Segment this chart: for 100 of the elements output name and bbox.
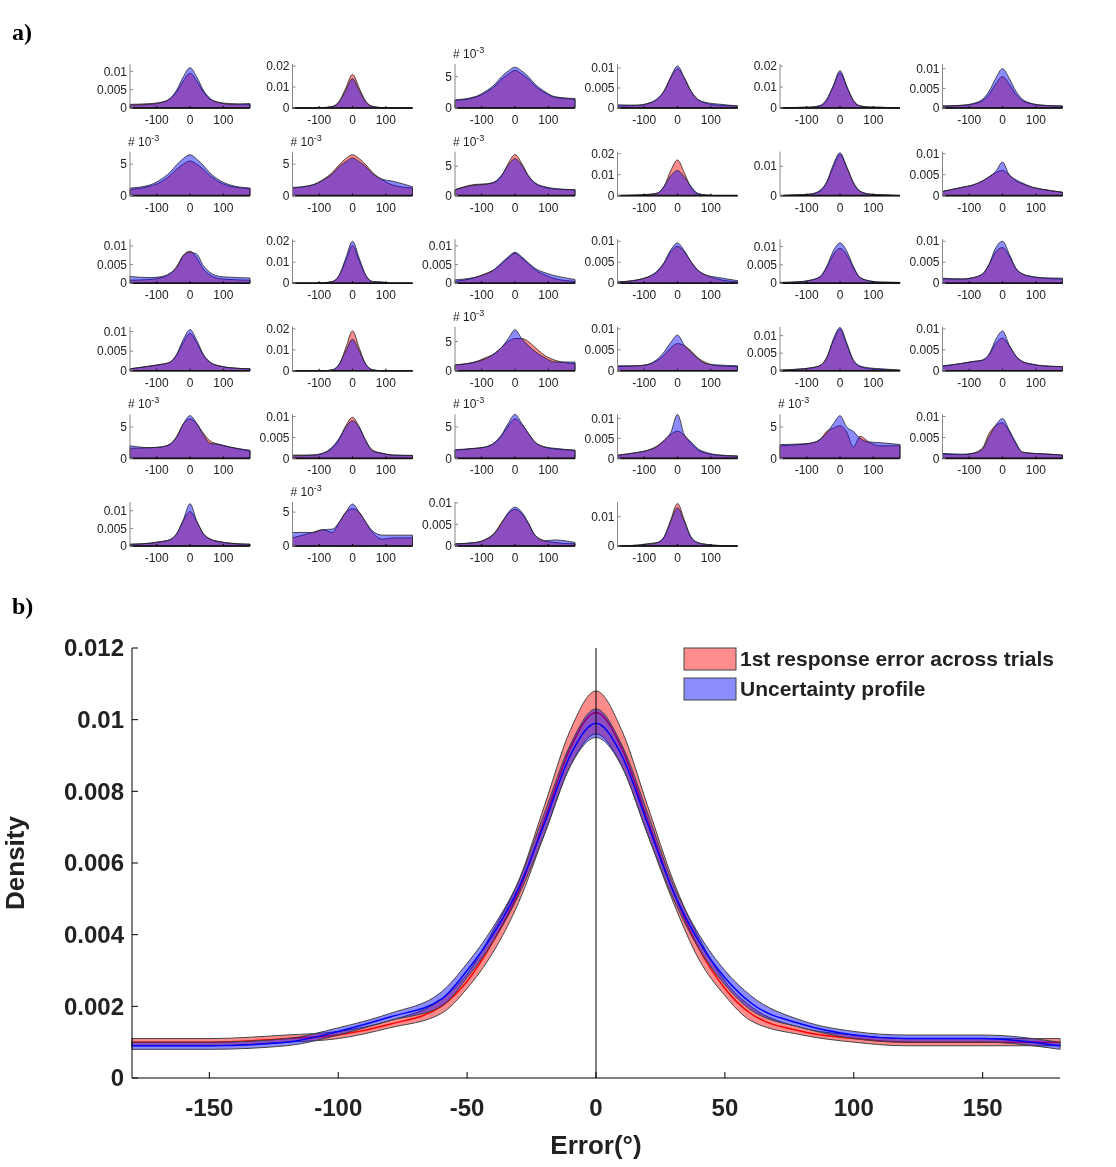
x-tick-label: -100 — [144, 375, 169, 390]
x-tick-label: 100 — [538, 375, 559, 390]
y-tick-label: 0.01 — [753, 328, 778, 343]
y-tick-label: 0.005 — [96, 82, 128, 97]
x-tick-label: -50 — [449, 1094, 485, 1121]
x-tick-label: 0 — [999, 463, 1007, 478]
x-tick-label: 100 — [863, 375, 884, 390]
x-tick-label: 0 — [674, 113, 682, 127]
y-tick-label: 0.005 — [421, 257, 453, 272]
x-tick-label: -100 — [144, 113, 169, 127]
x-tick-label: 100 — [375, 200, 397, 215]
y-tick-label: 0 — [607, 539, 615, 554]
text: # 10$^{-3}$ — [453, 395, 485, 412]
x-tick-label: 100 — [213, 200, 234, 215]
x-tick-label: 100 — [213, 113, 234, 127]
x-tick-label: 0 — [836, 200, 844, 215]
x-tick-label: 0 — [349, 200, 357, 215]
x-tick-label: -100 — [632, 463, 657, 478]
x-tick-label: 0 — [186, 463, 194, 478]
x-tick-label: 0 — [999, 113, 1007, 127]
x-tick-label: 0 — [186, 375, 194, 390]
y-tick-label: 0.005 — [584, 255, 615, 270]
y-tick-label: 5 — [445, 69, 453, 84]
x-tick-label: -100 — [469, 375, 494, 390]
y-tick-label: 0.01 — [103, 64, 128, 79]
text: # 10$^{-3}$ — [128, 132, 160, 149]
legend-label: Uncertainty profile — [740, 677, 926, 700]
y-tick-label: 0.01 — [428, 239, 453, 254]
y-tick-label: 0 — [445, 101, 453, 116]
x-tick-label: 100 — [1025, 200, 1047, 215]
x-tick-label: 100 — [863, 463, 884, 478]
text: # 10$^{-3}$ — [290, 132, 322, 149]
y-tick-label: 0.01 — [916, 234, 940, 249]
y-tick-label: 0.02 — [591, 146, 615, 161]
x-tick-label: -100 — [144, 288, 169, 303]
x-tick-label: 0 — [674, 288, 682, 303]
y-tick-label: 0 — [445, 364, 453, 378]
x-tick-label: 100 — [538, 200, 559, 215]
y-tick-label: 0 — [282, 276, 290, 291]
x-tick-label: 0 — [511, 375, 519, 390]
y-tick-label: 0.005 — [96, 257, 128, 272]
y-tick-label: 0.02 — [753, 59, 778, 74]
x-tick-label: 0 — [836, 463, 844, 478]
x-tick-label: 0 — [511, 551, 519, 565]
x-tick-label: 50 — [711, 1094, 739, 1121]
y-tick-label: 5 — [445, 420, 453, 435]
x-tick-label: -100 — [794, 463, 819, 478]
x-tick-label: 0 — [999, 288, 1007, 303]
y-tick-label: 5 — [445, 334, 453, 349]
x-tick-label: 0 — [349, 463, 357, 478]
x-tick-label: 100 — [833, 1094, 874, 1121]
y-tick-label: 0.01 — [916, 322, 940, 337]
y-tick-label: 0 — [932, 364, 940, 378]
y-tick-label: 0 — [445, 276, 453, 291]
x-tick-label: 0 — [999, 375, 1007, 390]
x-tick-label: -100 — [632, 113, 657, 127]
x-tick-label: 0 — [511, 288, 519, 303]
y-tick-label: 0.01 — [103, 324, 128, 339]
y-tick-label: 0.008 — [63, 777, 124, 805]
y-tick-label: 5 — [120, 157, 128, 172]
y-tick-label: 0.01 — [753, 159, 778, 174]
y-tick-label: 0 — [445, 539, 453, 554]
x-tick-label: -100 — [314, 1094, 363, 1121]
y-tick-label: 0.02 — [266, 322, 290, 337]
y-tick-label: 0 — [607, 451, 615, 466]
x-tick-label: 0 — [674, 200, 682, 215]
y-tick-label: 0.005 — [909, 81, 940, 96]
y-tick-label: 0 — [110, 1064, 124, 1092]
y-tick-label: 0.01 — [753, 239, 778, 254]
y-tick-label: 0.01 — [591, 322, 615, 337]
x-tick-label: 0 — [674, 551, 682, 565]
x-tick-label: -100 — [957, 113, 982, 127]
y-tick-label: 0.005 — [96, 521, 128, 536]
y-tick-label: 0 — [282, 539, 290, 554]
x-tick-label: 100 — [375, 551, 397, 565]
x-tick-label: 100 — [700, 463, 722, 478]
y-tick-label: 0.005 — [584, 81, 615, 96]
y-tick-label: 0 — [282, 101, 290, 116]
x-tick-label: 0 — [511, 200, 519, 215]
y-tick-label: 0.01 — [591, 167, 615, 182]
y-tick-label: 0.005 — [96, 344, 128, 359]
x-tick-label: -100 — [307, 288, 332, 303]
x-tick-label: -100 — [469, 463, 494, 478]
x-axis-title: Error(°) — [550, 1130, 642, 1160]
x-tick-label: 100 — [863, 200, 884, 215]
x-tick-label: 0 — [349, 375, 357, 390]
x-tick-label: 100 — [375, 375, 397, 390]
x-tick-label: 0 — [836, 375, 844, 390]
x-tick-label: -100 — [957, 375, 982, 390]
y-tick-label: 0.01 — [916, 146, 940, 161]
x-tick-label: 0 — [999, 200, 1007, 215]
x-tick-label: -100 — [794, 288, 819, 303]
y-tick-label: 0 — [932, 276, 940, 291]
x-tick-label: -100 — [957, 463, 982, 478]
x-tick-label: 100 — [538, 288, 559, 303]
y-axis-title: Density — [0, 815, 30, 910]
x-tick-label: -100 — [957, 288, 982, 303]
y-tick-label: 0 — [120, 539, 128, 554]
x-tick-label: 100 — [213, 551, 234, 565]
x-tick-label: 100 — [213, 463, 234, 478]
